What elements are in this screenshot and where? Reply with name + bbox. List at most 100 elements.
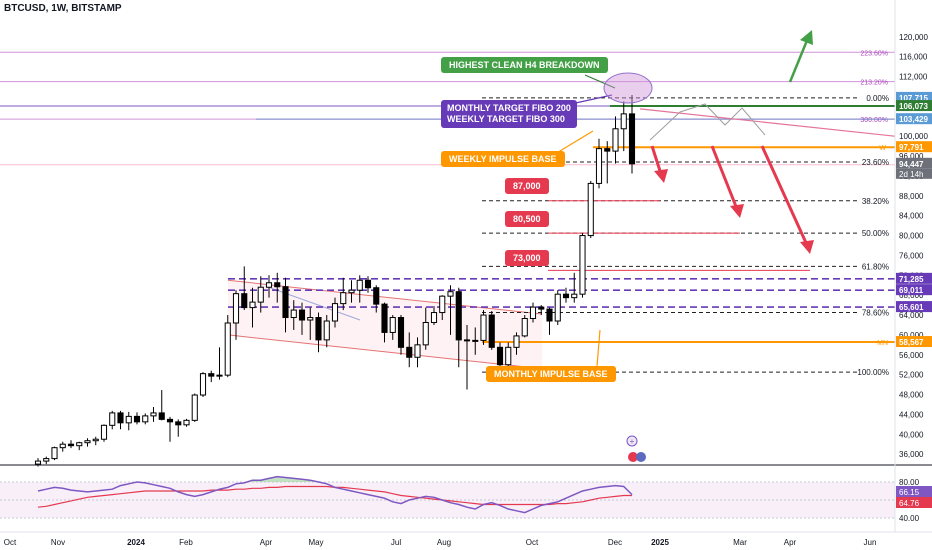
- flag-icon: [636, 452, 646, 462]
- price-tag-bg: [896, 301, 932, 313]
- price-tag-bg: [896, 91, 932, 103]
- fib-ext-label: 223.60%: [860, 50, 888, 57]
- candle-body: [265, 282, 273, 288]
- candle-body: [331, 303, 339, 322]
- candle-body: [224, 322, 231, 376]
- price-tag-bg: [896, 113, 932, 125]
- x-tick-label: Mar: [733, 538, 747, 547]
- candle-body: [59, 443, 66, 449]
- fib-label: 0.00%: [866, 94, 889, 103]
- price-tag-label: 94,447: [899, 160, 924, 169]
- x-tick-label: Apr: [260, 538, 273, 547]
- candle-body: [571, 293, 578, 299]
- candle-body: [274, 282, 281, 288]
- channel-bottom: [227, 334, 543, 370]
- candle-body: [348, 289, 355, 294]
- candle-body: [604, 148, 611, 152]
- rsi-ob-fill: [38, 476, 632, 482]
- rsi-tick-label: 80.00: [899, 478, 920, 487]
- candle-body: [125, 415, 132, 424]
- candle-body: [298, 309, 306, 321]
- candle-body: [505, 346, 512, 366]
- x-tick-label: Oct: [4, 538, 17, 547]
- y-tick-label: 40,000: [899, 430, 924, 439]
- price-tag-label: 58,567: [899, 338, 924, 347]
- chart-title: BTCUSD, 1W, BITSTAMP: [4, 3, 122, 14]
- candle-body: [595, 148, 603, 184]
- red-arrow-head: [654, 169, 668, 183]
- candle-body: [92, 438, 99, 442]
- candle-body: [620, 113, 627, 130]
- candle-body: [109, 412, 116, 426]
- candle-body: [142, 415, 149, 423]
- candle-body: [340, 292, 347, 305]
- rsi-ma-value: 64.76: [899, 499, 920, 508]
- candle-body: [529, 306, 537, 320]
- projection-path: [649, 103, 766, 141]
- breakdown-label: HIGHEST CLEAN H4 BREAKDOWN: [441, 57, 608, 73]
- candle-body: [480, 314, 487, 341]
- candle-body: [241, 293, 248, 309]
- channel-top: [227, 279, 543, 315]
- candle-body: [257, 286, 264, 303]
- price-tag-label: 65,601: [899, 303, 924, 312]
- candle-body: [455, 291, 462, 341]
- fib-ext-label: 213.20%: [860, 80, 888, 87]
- x-tick-label: Nov: [51, 538, 65, 547]
- candle-body: [34, 460, 42, 465]
- candle-body: [406, 346, 413, 358]
- candle-body: [356, 279, 363, 291]
- y-tick-label: 52,000: [899, 371, 924, 380]
- candle-body: [628, 113, 636, 165]
- fib-label: 50.00%: [862, 229, 889, 238]
- target-80500: 80,500: [505, 211, 549, 227]
- red-arrow-head: [730, 204, 744, 218]
- price-tag-bg: [896, 272, 932, 284]
- fib-ext-label: 300.00%: [860, 117, 888, 124]
- candle-body: [51, 447, 58, 460]
- price-tag-label: 69,011: [899, 286, 924, 295]
- x-tick-label: Dec: [608, 538, 622, 547]
- candle-body: [249, 301, 256, 309]
- candle-body: [521, 318, 528, 337]
- candle-body: [290, 309, 297, 319]
- x-tick-label: Feb: [179, 538, 193, 547]
- candle-body: [562, 293, 570, 299]
- red-trendline: [639, 108, 896, 137]
- target-87000: 87,000: [505, 178, 549, 194]
- green-arrow-head: [800, 30, 813, 45]
- x-tick-label: Oct: [526, 538, 539, 547]
- candle-body: [175, 421, 182, 426]
- y-tick-label: 112,000: [899, 73, 928, 82]
- candle-body: [488, 314, 495, 348]
- y-tick-label: 68,000: [899, 291, 924, 300]
- candle-body: [315, 317, 322, 341]
- candle-body: [381, 303, 388, 333]
- x-tick-label: 2025: [651, 538, 669, 547]
- y-tick-label: 48,000: [899, 391, 924, 400]
- candle-body: [67, 443, 75, 447]
- candle-body: [546, 308, 553, 322]
- flag-icon: [628, 452, 638, 462]
- candle-body: [43, 458, 50, 462]
- countdown-bg: [896, 168, 932, 179]
- monthly-mark: MN: [877, 340, 888, 347]
- candle-body: [232, 293, 240, 324]
- y-tick-label: 96,000: [899, 152, 924, 161]
- candle-body: [496, 346, 504, 366]
- price-tag-label: 106,073: [899, 102, 928, 111]
- candle-body: [439, 295, 446, 314]
- price-tag-bg: [896, 157, 932, 169]
- y-tick-label: 36,000: [899, 450, 924, 459]
- y-tick-label: 88,000: [899, 192, 924, 201]
- red-arrow-shaft: [650, 145, 663, 175]
- monthly-target-text: MONTHLY TARGET FIBO 200: [447, 103, 571, 113]
- candle-body: [373, 287, 380, 305]
- candle-body: [397, 317, 405, 348]
- rsi-value: 66.15: [899, 488, 920, 497]
- weekly-target-text: WEEKLY TARGET FIBO 300: [447, 114, 565, 124]
- candle-body: [84, 440, 91, 444]
- monthly-leader: [596, 329, 601, 367]
- price-tag-bg: [896, 284, 932, 296]
